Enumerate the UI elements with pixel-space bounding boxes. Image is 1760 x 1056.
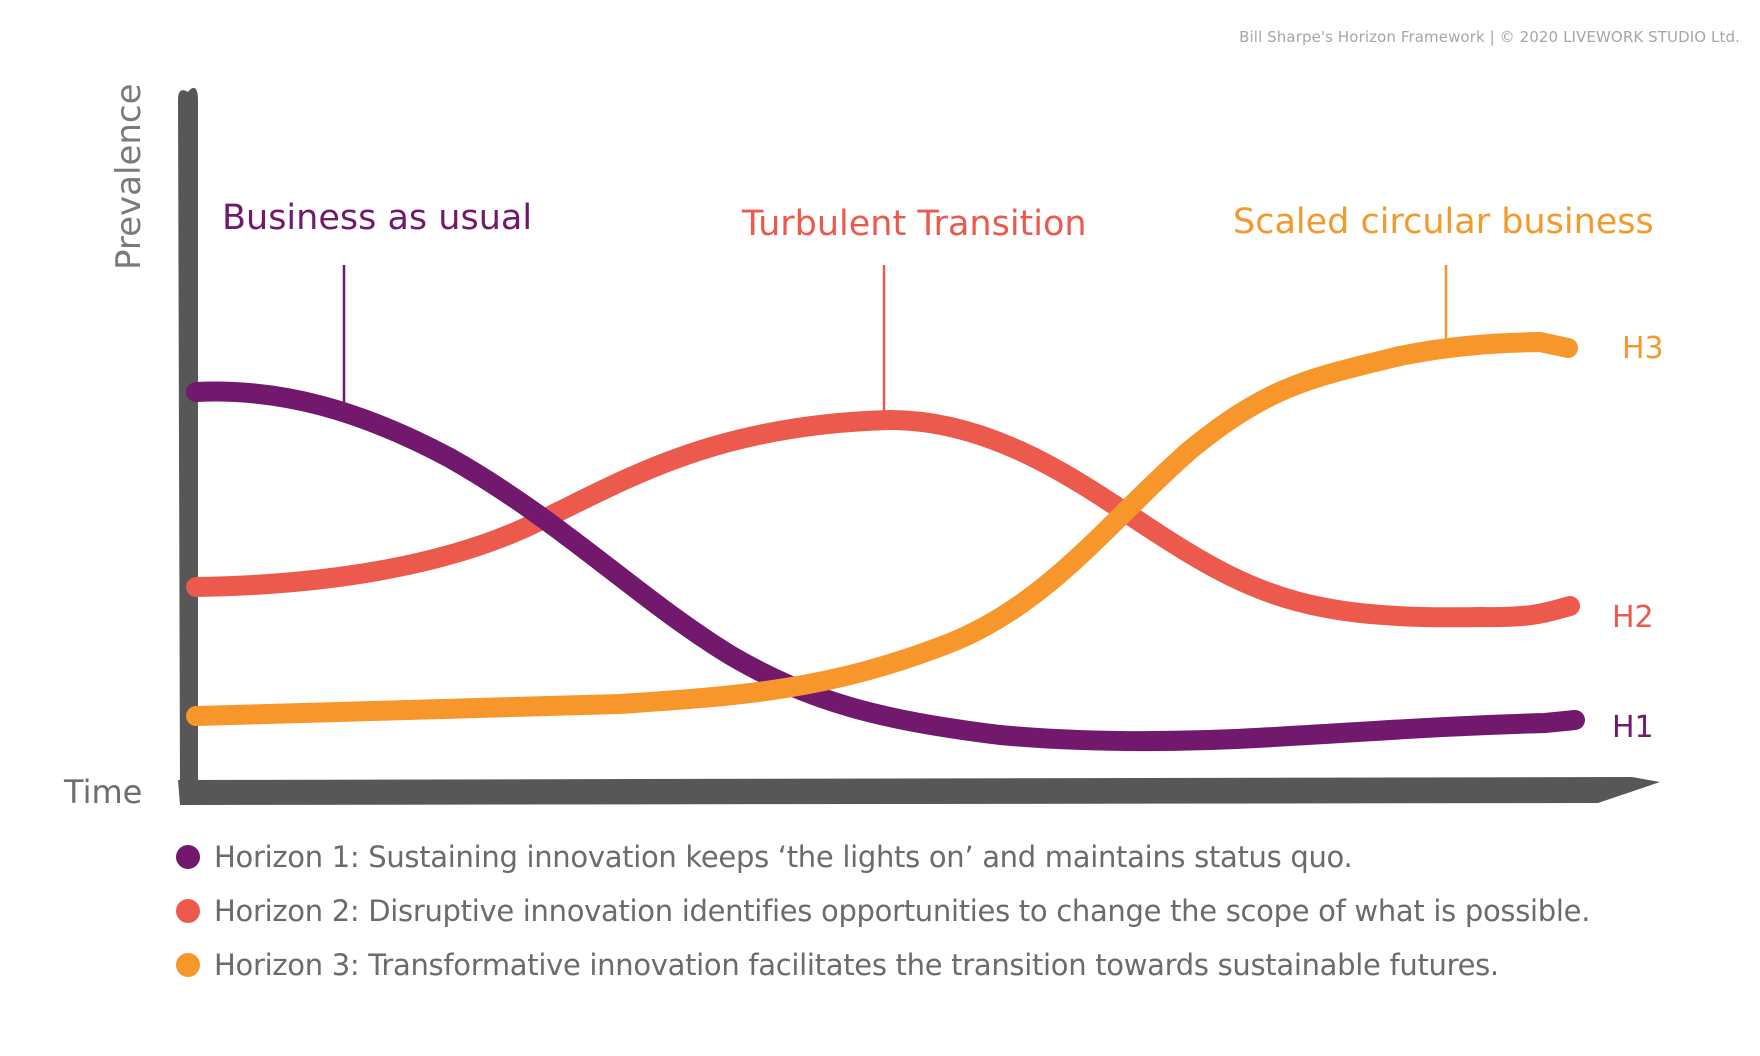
h3-curve	[186, 331, 1578, 726]
y-axis	[178, 87, 198, 790]
axes	[178, 87, 1660, 805]
y-axis-label: Prevalence	[109, 83, 149, 270]
h1-end-label: H1	[1612, 710, 1654, 745]
legend-item-h1: Horizon 1: Sustaining innovation keeps ‘…	[176, 830, 1590, 884]
h3-callout: Scaled circular business	[1233, 202, 1654, 242]
credit-text: Bill Sharpe's Horizon Framework | © 2020…	[1239, 28, 1740, 46]
h2-dot-icon	[176, 899, 200, 923]
h2-curve	[186, 409, 1580, 628]
h2-end-label: H2	[1612, 600, 1654, 635]
x-axis-label: Time	[63, 773, 142, 811]
h3-dot-icon	[176, 953, 200, 977]
h2-callout: Turbulent Transition	[741, 204, 1087, 244]
h1-dot-icon	[176, 845, 200, 869]
legend-item-h2: Horizon 2: Disruptive innovation identif…	[176, 884, 1590, 938]
legend-text-h2: Horizon 2: Disruptive innovation identif…	[214, 894, 1591, 928]
h1-curve	[186, 381, 1585, 752]
x-axis	[178, 777, 1660, 805]
legend: Horizon 1: Sustaining innovation keeps ‘…	[176, 830, 1590, 992]
legend-item-h3: Horizon 3: Transformative innovation fac…	[176, 938, 1590, 992]
legend-text-h3: Horizon 3: Transformative innovation fac…	[214, 948, 1499, 982]
h1-callout: Business as usual	[222, 198, 532, 238]
legend-text-h1: Horizon 1: Sustaining innovation keeps ‘…	[214, 840, 1353, 874]
h3-end-label: H3	[1622, 331, 1664, 366]
